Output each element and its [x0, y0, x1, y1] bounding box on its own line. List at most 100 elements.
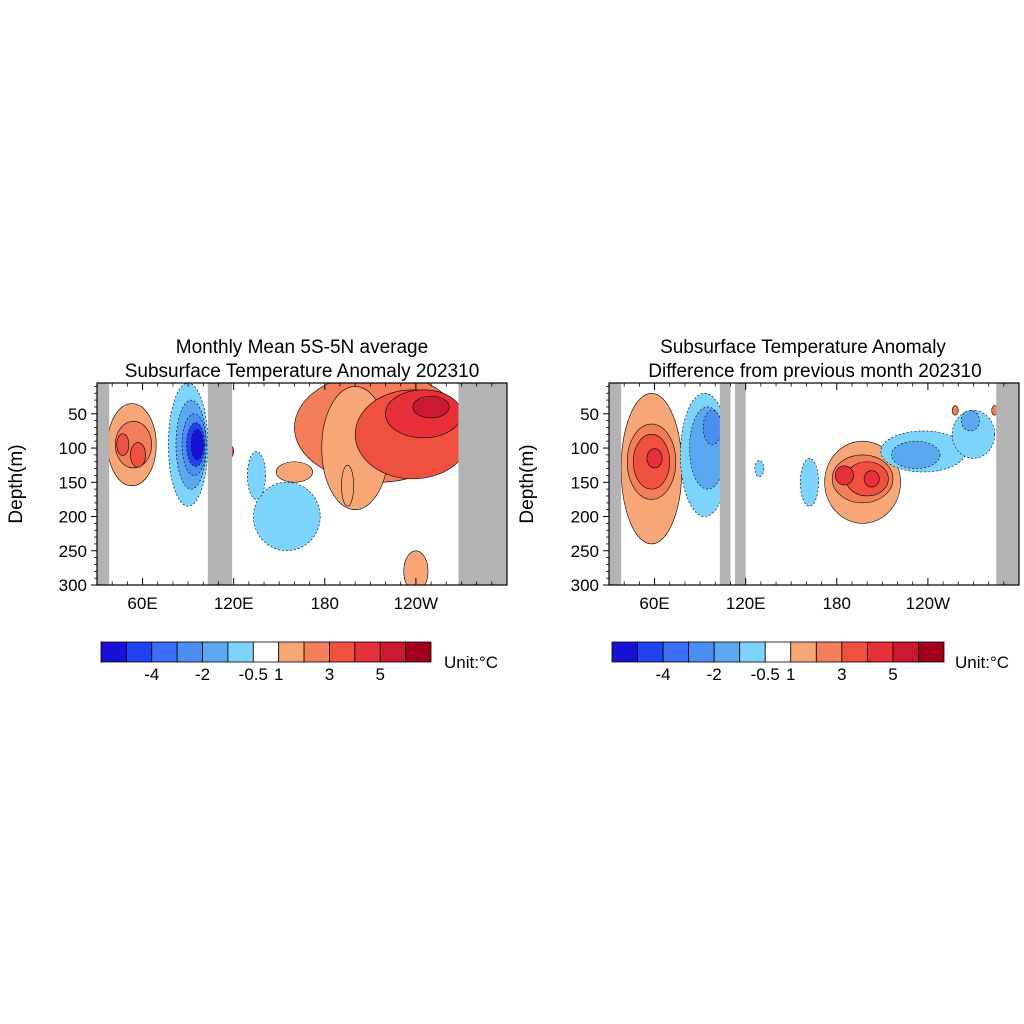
anomaly-contour — [412, 395, 450, 419]
anomaly-contour — [130, 442, 146, 468]
colorbar-unit: Unit:°C — [955, 653, 1009, 672]
colorbar-box — [892, 641, 919, 663]
y-tick-label: 100 — [571, 439, 599, 458]
colorbar-box — [405, 641, 432, 663]
colorbar-box — [151, 641, 178, 663]
plot-frame — [608, 382, 1020, 586]
y-tick-labels: 50 100 150 200 250 300 — [59, 405, 87, 595]
x-tick-labels: 60E 120E 180 120W — [639, 594, 950, 613]
colorbar-box — [278, 641, 305, 663]
axis-ticks — [603, 383, 1005, 586]
axis-ticks — [91, 383, 493, 586]
colorbar-box — [790, 641, 817, 663]
anomaly-contour — [891, 440, 941, 469]
colorbar-unit: Unit:°C — [444, 653, 498, 672]
colorbar: -4 -2 -0.5 1 3 5 — [100, 641, 432, 684]
colorbar-label: -4 — [656, 665, 671, 684]
colorbar-box — [611, 641, 638, 663]
colorbar-label: 5 — [375, 665, 384, 684]
colorbar-box — [688, 641, 715, 663]
land-mask — [207, 383, 233, 585]
colorbar-box — [252, 641, 280, 663]
colorbar-box — [227, 641, 254, 663]
land-masks — [97, 383, 507, 585]
colorbar-box — [176, 641, 203, 663]
anomaly-contour — [116, 433, 130, 456]
colorbar-label: 3 — [325, 665, 334, 684]
anomaly-contour — [702, 410, 722, 445]
panel-right: Subsurface Temperature Anomaly Differenc… — [517, 337, 1020, 684]
title-line2: Difference from previous month 202310 — [648, 361, 981, 382]
x-tick-label: 180 — [311, 594, 339, 613]
y-axis-label: Depth(m) — [6, 444, 27, 523]
land-mask — [996, 383, 1019, 585]
y-tick-label: 200 — [571, 508, 599, 527]
anomaly-contour — [754, 460, 765, 478]
land-mask — [719, 383, 731, 585]
land-mask — [97, 383, 110, 585]
y-tick-label: 50 — [68, 405, 87, 424]
anomaly-contour — [834, 465, 854, 486]
y-tick-label: 100 — [59, 439, 87, 458]
colorbar-box — [866, 641, 894, 663]
y-tick-labels: 50 100 150 200 250 300 — [571, 405, 599, 595]
colorbar-box — [637, 641, 664, 663]
title-line1: Monthly Mean 5S-5N average — [176, 337, 428, 358]
y-axis-label: Depth(m) — [517, 444, 538, 523]
colorbar-box — [918, 641, 945, 663]
x-tick-label: 60E — [639, 594, 669, 613]
colorbar-box — [764, 641, 792, 663]
colorbar-label: -0.5 — [239, 665, 268, 684]
colorbar-label: 1 — [274, 665, 283, 684]
anomaly-field — [107, 383, 471, 585]
colorbar-label: -4 — [144, 665, 159, 684]
anomaly-contour — [247, 451, 266, 500]
colorbar-label: 5 — [888, 665, 897, 684]
colorbar-box — [354, 641, 381, 663]
anomaly-contour — [863, 470, 880, 488]
y-tick-label: 250 — [571, 542, 599, 561]
anomaly-contour — [403, 550, 429, 585]
anomaly-field — [620, 392, 999, 545]
y-tick-label: 150 — [59, 473, 87, 492]
land-mask — [609, 383, 622, 585]
colorbar-box — [841, 641, 868, 663]
colorbar-box — [125, 641, 153, 663]
colorbar-label: -0.5 — [751, 665, 780, 684]
colorbar-box — [329, 641, 356, 663]
colorbar-label: 3 — [837, 665, 846, 684]
x-tick-label: 120E — [214, 594, 254, 613]
colorbar-label: 1 — [786, 665, 795, 684]
anomaly-contour — [646, 448, 663, 469]
colorbar-box — [713, 641, 741, 663]
y-tick-label: 50 — [580, 405, 599, 424]
land-mask — [458, 383, 507, 585]
y-tick-label: 250 — [59, 542, 87, 561]
x-tick-labels: 60E 120E 180 120W — [127, 594, 438, 613]
title-line1: Subsurface Temperature Anomaly — [660, 337, 946, 358]
colorbar-box — [379, 641, 407, 663]
anomaly-contour — [253, 481, 321, 552]
colorbar-box — [739, 641, 766, 663]
x-tick-label: 180 — [823, 594, 851, 613]
anomaly-contour — [341, 464, 354, 507]
colorbar-box — [100, 641, 127, 663]
colorbar: -4 -2 -0.5 1 3 5 — [611, 641, 945, 684]
plot-frame — [96, 382, 508, 586]
anomaly-contour — [800, 458, 819, 507]
anomaly-contour — [275, 461, 313, 483]
panel-left: Monthly Mean 5S-5N average Subsurface Te… — [6, 337, 508, 684]
x-tick-label: 120W — [906, 594, 950, 613]
title-line2: Subsurface Temperature Anomaly 202310 — [125, 361, 480, 382]
y-tick-label: 300 — [571, 576, 599, 595]
colorbar-box — [202, 641, 229, 663]
y-tick-label: 150 — [571, 473, 599, 492]
x-tick-label: 120E — [726, 594, 766, 613]
anomaly-contour — [960, 410, 980, 432]
anomaly-contour — [951, 405, 959, 416]
colorbar-label: -2 — [707, 665, 722, 684]
y-tick-label: 200 — [59, 508, 87, 527]
x-tick-label: 120W — [394, 594, 438, 613]
colorbar-label: -2 — [195, 665, 210, 684]
